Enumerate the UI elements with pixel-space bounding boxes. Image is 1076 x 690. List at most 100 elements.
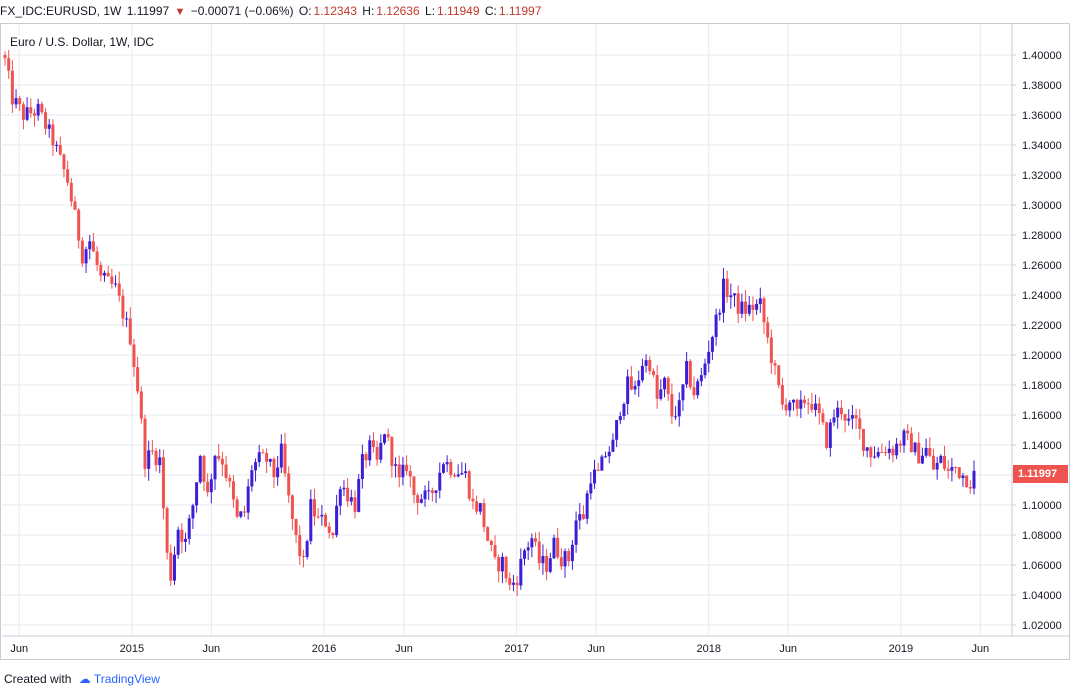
candle-body (147, 450, 151, 469)
candle-body (957, 467, 961, 479)
candle-body (187, 518, 191, 539)
candle-body (449, 462, 453, 476)
candle-body (696, 381, 700, 396)
candle-body (674, 416, 678, 418)
y-tick-label: 1.08000 (1022, 530, 1062, 542)
candle-body (342, 487, 346, 490)
candle-body (316, 516, 320, 518)
candle-body (814, 403, 818, 410)
low-value: 1.11949 (437, 4, 480, 18)
symbol-label[interactable]: FX_IDC:EURUSD, 1W (0, 4, 122, 18)
chart-title: Euro / U.S. Dollar, 1W, IDC (8, 35, 157, 49)
x-tick-label: 2016 (312, 643, 336, 655)
candle-body (357, 479, 361, 512)
candle-body (880, 452, 884, 454)
candle-body (272, 458, 276, 478)
candle-body (158, 457, 162, 466)
candle-body (873, 456, 877, 458)
candle-body (574, 520, 578, 545)
candle-body (766, 322, 770, 338)
chart-frame[interactable] (0, 23, 1070, 660)
candle-body (478, 503, 482, 512)
candle-body (3, 55, 7, 59)
candle-body (545, 555, 549, 572)
candle-body (758, 298, 762, 304)
candle-body (209, 479, 213, 493)
candle-body (261, 452, 265, 454)
candle-body (685, 361, 689, 385)
candle-body (736, 293, 740, 314)
candle-body (541, 555, 545, 564)
candle-body (523, 550, 527, 559)
candle-body (725, 278, 729, 298)
candle-body (854, 415, 858, 419)
candle-body (36, 103, 40, 116)
tradingview-brand[interactable]: TradingView (93, 672, 160, 686)
candle-body (950, 466, 954, 471)
candle-body (464, 471, 468, 474)
candle-body (707, 351, 711, 364)
candle-body (747, 304, 751, 314)
candle-body (751, 304, 755, 310)
candle-body (195, 482, 199, 506)
candle-body (655, 375, 659, 399)
change-value: −0.00071 (−0.06%) (190, 4, 294, 18)
candle-body (184, 538, 188, 542)
candle-body (279, 443, 283, 468)
candle-body (287, 473, 291, 496)
candle-body (799, 399, 803, 409)
candle-body (626, 376, 630, 404)
y-tick-label: 1.16000 (1022, 410, 1062, 422)
candle-body (946, 468, 950, 471)
candle-body (784, 404, 788, 411)
candle-body (482, 503, 486, 528)
candle-body (136, 367, 140, 392)
candle-body (106, 272, 110, 277)
candle-body (714, 314, 718, 338)
candle-body (615, 420, 619, 440)
candle-body (961, 475, 965, 479)
candle-body (69, 182, 73, 202)
candle-body (733, 293, 737, 296)
candle-body (10, 70, 14, 105)
candle-body (640, 365, 644, 381)
candle-body (710, 337, 714, 352)
candle-body (589, 483, 593, 494)
candle-body (360, 454, 364, 480)
candle-body (585, 493, 589, 519)
candle-body (246, 486, 250, 513)
candle-body (718, 312, 722, 315)
candle-body (73, 201, 77, 210)
footer: Created with ☁ TradingView (4, 672, 160, 686)
candle-body (891, 448, 895, 456)
candle-body (441, 464, 445, 473)
candle-body (346, 487, 350, 502)
symbol-info-bar: FX_IDC:EURUSD, 1W 1.11997 ▼ −0.00071 (−0… (0, 0, 1076, 22)
candle-body (452, 475, 456, 477)
candle-body (368, 440, 372, 461)
candle-body (58, 144, 62, 155)
candle-body (884, 452, 888, 454)
candle-body (250, 470, 254, 487)
candle-body (423, 490, 427, 500)
candle-body (419, 499, 423, 503)
candle-body (220, 458, 224, 465)
candle-body (438, 472, 442, 491)
candle-body (909, 433, 913, 453)
candle-body (25, 107, 29, 120)
candle-body (460, 473, 464, 475)
candle-body (530, 538, 534, 548)
tradingview-logo[interactable]: ☁ TradingView (78, 672, 160, 686)
candle-body (825, 422, 829, 448)
y-tick-label: 1.02000 (1022, 620, 1062, 632)
last-price: 1.11997 (126, 4, 170, 18)
candle-body (755, 303, 759, 310)
candle-body (600, 456, 604, 471)
candle-body (865, 447, 869, 451)
candle-body (371, 440, 375, 448)
candle-body (581, 514, 585, 519)
candle-body (935, 462, 939, 470)
candle-body (268, 458, 272, 462)
high-label: H: (362, 4, 375, 18)
